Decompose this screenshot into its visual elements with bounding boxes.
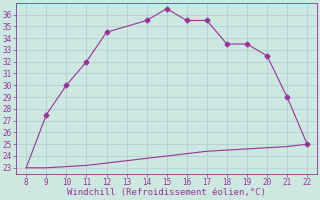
X-axis label: Windchill (Refroidissement éolien,°C): Windchill (Refroidissement éolien,°C) (67, 188, 266, 197)
